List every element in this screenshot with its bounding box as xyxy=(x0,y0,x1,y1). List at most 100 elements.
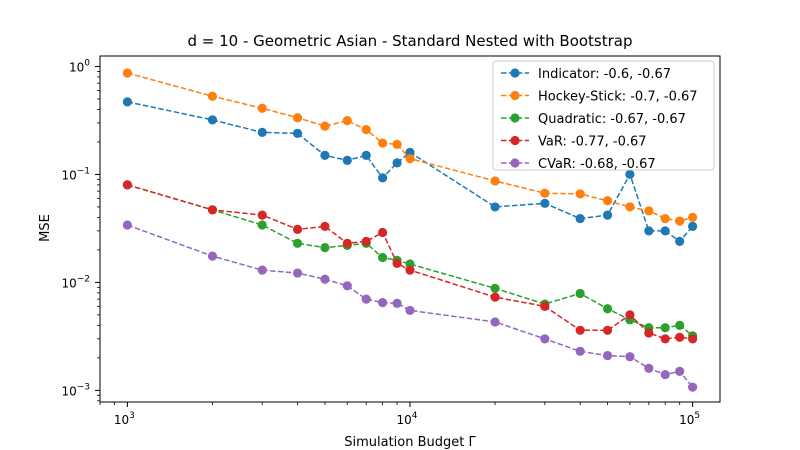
data-point xyxy=(320,121,330,131)
x-tick-label: 103 xyxy=(114,411,135,427)
chart-title: d = 10 - Geometric Asian - Standard Nest… xyxy=(187,32,632,50)
data-point xyxy=(320,150,330,161)
data-point xyxy=(575,189,585,199)
data-point xyxy=(405,154,415,164)
data-point xyxy=(342,155,352,165)
data-point xyxy=(625,169,635,180)
legend-label: Indicator: -0.6, -0.67 xyxy=(538,67,671,82)
data-point xyxy=(490,292,500,302)
data-point xyxy=(602,210,613,220)
series-3 xyxy=(122,180,698,344)
legend-marker xyxy=(510,158,520,168)
data-point xyxy=(675,320,685,330)
data-point xyxy=(660,323,670,333)
data-point xyxy=(575,325,585,335)
data-point xyxy=(361,236,371,246)
axes: 103 104 105 10−3 10−2 10−1 100 xyxy=(61,55,721,427)
data-point xyxy=(490,202,500,212)
data-point xyxy=(625,352,635,362)
x-axis-title: Simulation Budget Γ xyxy=(344,435,476,450)
data-point xyxy=(292,128,303,138)
legend-marker xyxy=(510,68,520,78)
data-point xyxy=(675,332,685,342)
data-point xyxy=(378,138,388,148)
plot-area xyxy=(122,68,698,392)
data-point xyxy=(257,265,267,275)
data-point xyxy=(644,328,654,338)
data-point xyxy=(320,221,330,232)
data-point xyxy=(625,202,635,212)
data-point xyxy=(392,139,402,149)
data-point xyxy=(660,226,670,236)
data-point xyxy=(660,369,670,380)
data-point xyxy=(688,212,698,222)
data-point xyxy=(602,196,613,206)
data-point xyxy=(490,283,500,293)
data-point xyxy=(292,268,303,278)
data-point xyxy=(207,251,218,261)
y-tick-label: 10−1 xyxy=(61,166,90,182)
y-tick-label: 10−3 xyxy=(61,382,90,398)
data-point xyxy=(688,221,698,232)
x-tick-label: 105 xyxy=(679,411,700,427)
y-axis-title: MSE xyxy=(38,214,53,242)
data-point xyxy=(122,220,132,230)
data-point xyxy=(392,298,402,308)
data-point xyxy=(392,158,402,168)
data-point xyxy=(292,113,303,123)
data-point xyxy=(257,127,267,138)
data-point xyxy=(361,294,371,304)
legend-label: Hockey-Stick: -0.7, -0.67 xyxy=(538,90,698,105)
data-point xyxy=(320,243,330,253)
data-point xyxy=(602,304,613,314)
data-point xyxy=(122,180,132,190)
data-point xyxy=(540,301,550,311)
data-point xyxy=(378,227,388,238)
legend-label: Quadratic: -0.67, -0.67 xyxy=(538,112,686,127)
data-point xyxy=(575,213,585,224)
data-point xyxy=(122,97,132,107)
legend-marker xyxy=(510,113,520,123)
data-point xyxy=(292,238,303,248)
data-point xyxy=(644,363,654,373)
series-2 xyxy=(122,180,698,341)
data-point xyxy=(361,125,371,135)
data-point xyxy=(378,297,388,308)
data-point xyxy=(342,281,352,291)
data-point xyxy=(602,350,613,361)
data-point xyxy=(575,288,585,299)
data-point xyxy=(257,210,267,220)
series-1 xyxy=(122,68,698,226)
data-point xyxy=(207,91,218,101)
legend-entry: Quadratic: -0.67, -0.67 xyxy=(501,112,686,127)
data-point xyxy=(675,236,685,246)
data-point xyxy=(342,238,352,248)
data-point xyxy=(257,103,267,113)
data-point xyxy=(660,213,670,224)
data-point xyxy=(122,68,132,78)
data-point xyxy=(644,206,654,216)
data-point xyxy=(207,205,218,215)
data-point xyxy=(490,317,500,327)
x-tick-label: 104 xyxy=(396,411,417,427)
series-4 xyxy=(122,220,698,392)
data-point xyxy=(342,116,352,126)
data-point xyxy=(660,334,670,344)
data-point xyxy=(688,382,698,392)
data-point xyxy=(207,115,218,125)
legend-marker xyxy=(510,135,520,146)
data-point xyxy=(575,346,585,356)
legend-entry: VaR: -0.77, -0.67 xyxy=(501,135,647,150)
legend-entry: Hockey-Stick: -0.7, -0.67 xyxy=(501,90,698,105)
legend-entry: CVaR: -0.68, -0.67 xyxy=(501,157,656,172)
data-point xyxy=(540,198,550,208)
legend-marker xyxy=(510,90,520,101)
data-point xyxy=(257,220,267,230)
data-point xyxy=(675,216,685,226)
data-point xyxy=(602,325,613,335)
data-point xyxy=(405,265,415,275)
legend-label: VaR: -0.77, -0.67 xyxy=(538,135,647,150)
data-point xyxy=(361,150,371,161)
